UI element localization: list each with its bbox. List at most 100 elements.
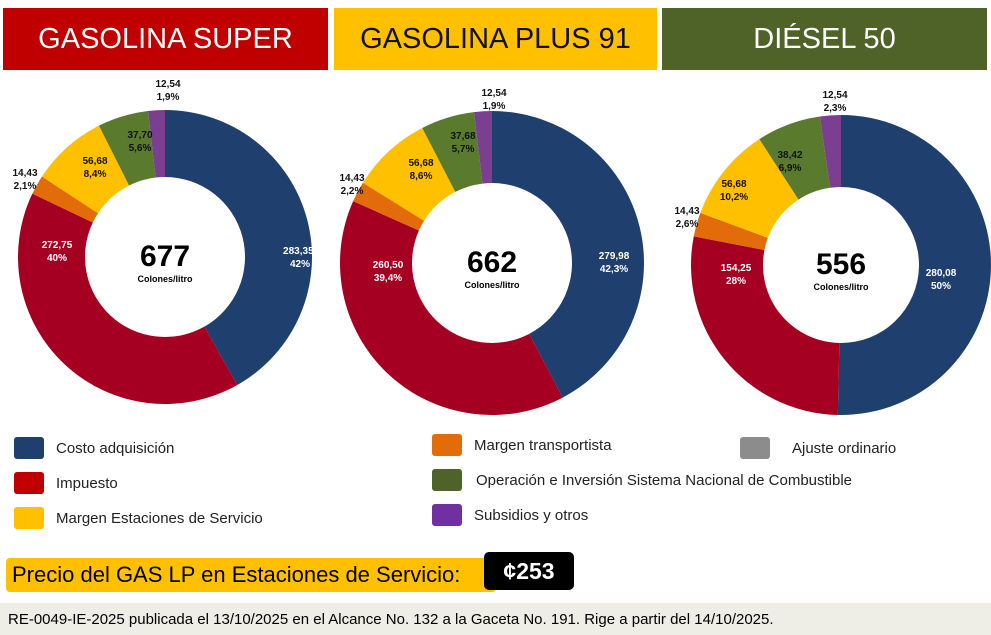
data-label-line: 154,25 — [720, 263, 752, 274]
gas-lp-label: Precio del GAS LP en Estaciones de Servi… — [12, 562, 461, 587]
data-label-line: 56,68 — [408, 158, 434, 169]
legend-swatch — [14, 507, 44, 529]
donut-slice-costo — [837, 115, 991, 415]
donut-slice-margen — [41, 125, 130, 214]
unit-label: Colones/litro — [137, 274, 193, 284]
gas-lp-price: ¢253 — [484, 552, 574, 590]
data-label-line: 14,43 — [12, 168, 38, 179]
legend-label: Costo adquisición — [56, 439, 175, 457]
data-label-line: 272,75 — [41, 240, 73, 251]
data-label-margen: 56,68 8,4% — [82, 155, 107, 181]
data-label-line: 56,68 — [721, 179, 747, 190]
donut-slice-transportista — [693, 212, 768, 251]
legend-label: Margen Estaciones de Servicio — [56, 509, 263, 527]
data-label-costo: 279,98 42,3% — [599, 250, 630, 276]
data-label-line: 42,3% — [599, 264, 629, 275]
donut-slice-costo — [165, 110, 312, 386]
data-label-line: 42% — [289, 259, 311, 270]
data-label-line: 2,2% — [340, 186, 364, 197]
total-price: 556 — [815, 248, 867, 281]
data-label-line: 2,1% — [13, 181, 37, 192]
data-label-line: 1,9% — [482, 101, 506, 112]
legend-label: Impuesto — [56, 474, 118, 492]
data-label-line: 50% — [930, 281, 951, 292]
data-label-transportista: 14,43 2,2% — [339, 172, 364, 198]
legend-swatch — [432, 469, 462, 491]
data-label-impuesto: 272,75 40% — [42, 239, 73, 265]
header-gasolina-super: GASOLINA SUPER — [3, 8, 328, 70]
data-label-impuesto: 260,50 39,4% — [373, 259, 404, 285]
data-label-line: 14,43 — [339, 173, 365, 184]
data-label-line: 12,54 — [481, 88, 507, 99]
gas-lp-banner: Precio del GAS LP en Estaciones de Servi… — [6, 558, 496, 592]
legend-swatch — [432, 504, 462, 526]
legend-label: Margen transportista — [474, 436, 612, 454]
data-label-impuesto: 154,25 28% — [721, 262, 752, 288]
data-label-operacion: 38,42 6,9% — [777, 149, 802, 175]
data-label-operacion: 37,70 5,6% — [127, 129, 152, 155]
data-label-line: 40% — [46, 253, 67, 264]
data-label-line: 5,6% — [128, 143, 152, 154]
donut-center-total: 556 Colones/litro — [813, 248, 868, 292]
unit-label: Colones/litro — [813, 282, 869, 292]
donut-slice-subsidios — [147, 110, 165, 178]
donut-slice-subsidios — [819, 115, 841, 188]
data-label-line: 2,6% — [675, 219, 699, 230]
legend-label: Operación e Inversión Sistema Nacional d… — [476, 471, 853, 489]
donut-slice-transportista — [353, 182, 425, 231]
legend-margen: Margen Estaciones de Servicio — [14, 507, 263, 529]
data-label-operacion: 37,68 5,7% — [450, 130, 475, 156]
data-label-costo: 283,35; 42% — [283, 245, 317, 271]
donut-slice-margen — [700, 139, 799, 238]
donut-slice-impuesto — [18, 193, 238, 404]
legend-label: Ajuste ordinario — [792, 439, 897, 457]
data-label-line: 8,4% — [83, 169, 107, 180]
donut-center-total: 677 Colones/litro — [137, 240, 192, 284]
data-label-line: 279,98 — [598, 251, 630, 262]
legend-swatch — [432, 434, 462, 456]
legend-costo: Costo adquisición — [14, 437, 174, 459]
header-diesel: DIÉSEL 50 — [662, 8, 987, 70]
total-price: 662 — [466, 246, 518, 279]
donut-slice-operacion — [98, 110, 156, 186]
legend-label: Subsidios y otros — [474, 506, 589, 524]
data-label-margen: 56,68 10,2% — [720, 178, 748, 204]
legend-swatch — [14, 437, 44, 459]
data-label-line: 280,08 — [925, 268, 957, 279]
data-label-subsidios: 12,54 2,3% — [822, 89, 847, 115]
data-label-subsidios: 12,54 1,9% — [481, 87, 506, 113]
legend-impuesto: Impuesto — [14, 472, 118, 494]
donut-center-total: 662 Colones/litro — [464, 246, 519, 290]
data-label-costo: 280,08 50% — [926, 267, 957, 293]
data-label-line: 2,3% — [823, 103, 847, 114]
data-label-line: 8,6% — [409, 171, 433, 182]
data-label-line: 283,35; — [283, 246, 317, 257]
data-label-line: 12,54 — [822, 90, 848, 101]
data-label-line: 14,43 — [674, 206, 700, 217]
legend-swatch — [14, 472, 44, 494]
donut-slice-subsidios — [473, 111, 492, 184]
footer-note: RE-0049-IE-2025 publicada el 13/10/2025 … — [0, 603, 991, 635]
legend-swatch — [740, 437, 770, 459]
data-label-line: 12,54 — [155, 79, 181, 90]
legend-operacion: Operación e Inversión Sistema Nacional d… — [432, 469, 852, 491]
total-price: 677 — [139, 240, 191, 273]
data-label-line: 260,50 — [372, 260, 404, 271]
donut-slice-impuesto — [340, 201, 563, 415]
data-label-line: 6,9% — [778, 163, 802, 174]
data-label-line: 56,68 — [82, 156, 108, 167]
data-label-line: 37,70 — [127, 130, 153, 141]
data-label-line: 10,2% — [719, 192, 749, 203]
donut-charts — [18, 110, 991, 415]
legend-transportista: Margen transportista — [432, 434, 612, 456]
data-label-line: 38,42 — [777, 150, 803, 161]
legend-subsidios: Subsidios y otros — [432, 504, 588, 526]
donut-slice-operacion — [759, 116, 830, 200]
data-label-line: 1,9% — [156, 92, 180, 103]
donut-slice-margen — [362, 127, 456, 221]
data-label-transportista: 14,43 2,1% — [12, 167, 37, 193]
data-label-line: 5,7% — [451, 144, 475, 155]
donut-slice-operacion — [422, 112, 483, 192]
header-gasolina-plus: GASOLINA PLUS 91 — [334, 8, 657, 70]
donut-slice-impuesto — [691, 236, 840, 415]
